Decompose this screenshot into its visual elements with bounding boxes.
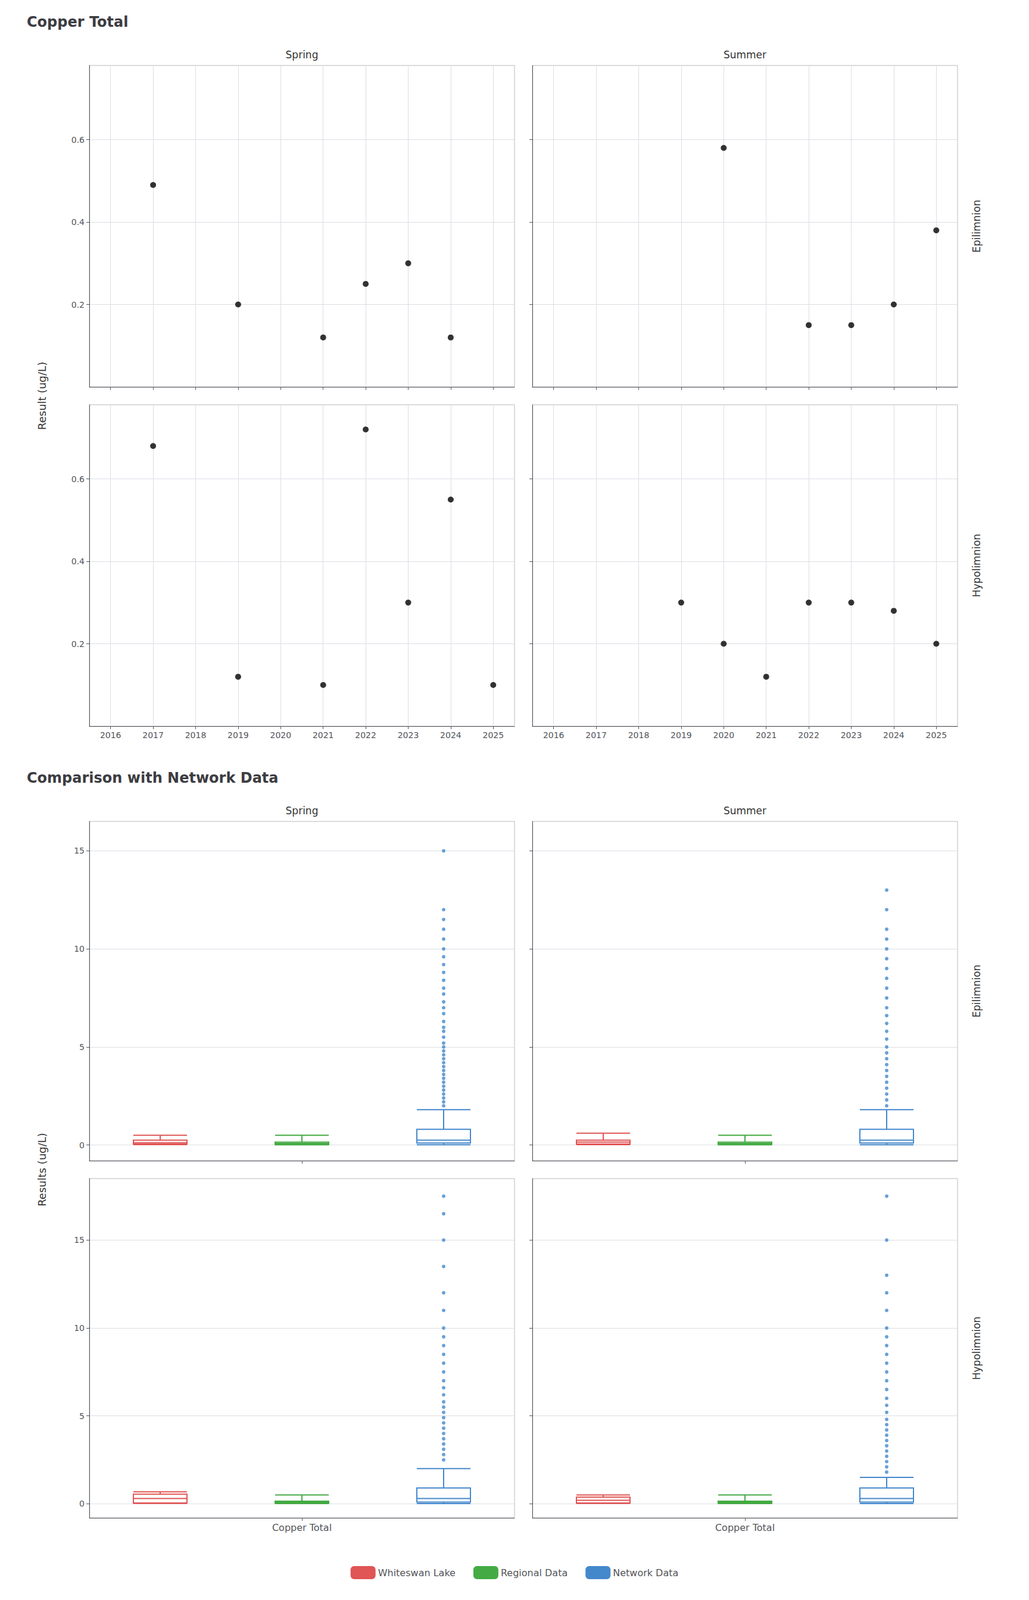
svg-text:0.2: 0.2 [71,639,85,650]
svg-text:2022: 2022 [797,730,820,741]
svg-text:2017: 2017 [142,730,164,741]
svg-text:2016: 2016 [100,730,122,741]
svg-text:Summer: Summer [723,48,767,61]
svg-text:2017: 2017 [585,730,607,741]
svg-text:0.4: 0.4 [71,556,85,567]
svg-text:Copper Total: Copper Total [26,13,129,31]
svg-text:Copper Total: Copper Total [715,1522,775,1534]
svg-text:Results (ug/L): Results (ug/L) [35,1133,49,1208]
svg-text:Regional Data: Regional Data [500,1567,568,1580]
svg-text:15: 15 [73,1235,85,1246]
svg-text:Epilimnion: Epilimnion [970,200,983,254]
svg-text:5: 5 [79,1042,85,1053]
svg-text:Hypolimnion: Hypolimnion [970,1317,983,1381]
svg-text:Copper Total: Copper Total [272,1522,332,1534]
svg-text:2023: 2023 [397,730,420,741]
svg-text:10: 10 [73,944,85,954]
svg-text:0: 0 [79,1140,85,1151]
svg-text:2022: 2022 [354,730,377,741]
svg-text:Whiteswan Lake: Whiteswan Lake [378,1567,456,1580]
svg-text:Comparison with Network Data: Comparison with Network Data [26,769,279,787]
svg-text:2016: 2016 [543,730,565,741]
svg-text:Network Data: Network Data [612,1567,679,1580]
svg-text:2020: 2020 [269,730,292,741]
svg-text:Spring: Spring [285,805,319,818]
svg-text:2021: 2021 [312,730,335,741]
svg-text:Result (ug/L): Result (ug/L) [35,362,49,430]
svg-text:Epilimnion: Epilimnion [970,965,983,1019]
svg-text:2024: 2024 [440,730,462,741]
svg-text:10: 10 [73,1323,85,1334]
svg-text:2019: 2019 [227,730,249,741]
svg-text:0.2: 0.2 [71,300,85,310]
svg-text:2019: 2019 [670,730,692,741]
svg-text:2023: 2023 [840,730,863,741]
svg-text:2024: 2024 [883,730,905,741]
svg-text:2025: 2025 [482,730,504,741]
svg-text:Hypolimnion: Hypolimnion [970,534,983,598]
svg-text:Summer: Summer [723,805,767,818]
svg-text:Spring: Spring [285,48,319,61]
svg-text:2018: 2018 [628,730,650,741]
svg-text:2020: 2020 [712,730,735,741]
svg-text:0: 0 [79,1499,85,1509]
svg-text:0.6: 0.6 [71,135,85,145]
svg-text:5: 5 [79,1411,85,1422]
svg-text:2025: 2025 [925,730,947,741]
svg-text:15: 15 [73,846,85,856]
svg-text:2018: 2018 [185,730,207,741]
svg-text:0.6: 0.6 [71,474,85,485]
svg-text:2021: 2021 [755,730,778,741]
svg-text:0.4: 0.4 [71,217,85,227]
